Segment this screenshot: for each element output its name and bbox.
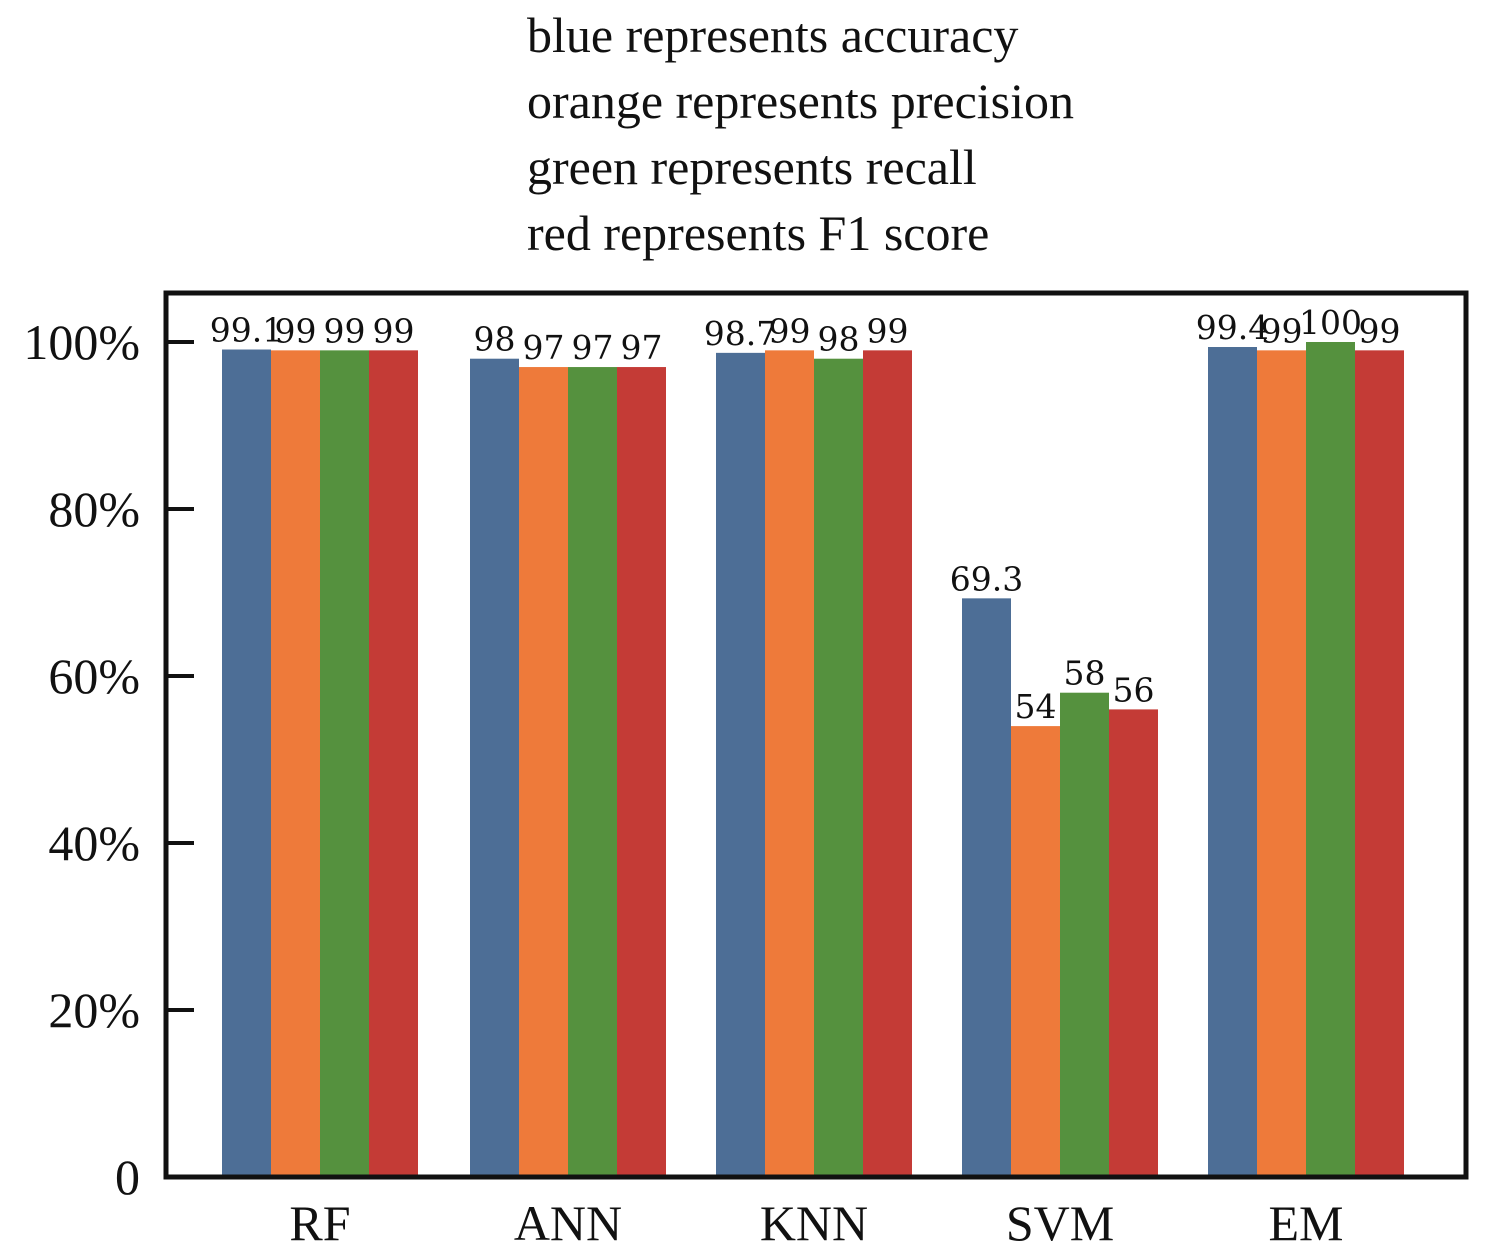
- bar: [271, 350, 320, 1178]
- y-tick-label: 20%: [48, 982, 140, 1038]
- bar: [470, 358, 519, 1177]
- bar: [1011, 726, 1060, 1177]
- legend-annotation: orange represents precision: [527, 73, 1074, 129]
- bar: [1257, 350, 1306, 1178]
- bar: [1306, 342, 1355, 1177]
- x-tick-label: ANN: [514, 1195, 622, 1251]
- bar: [1355, 350, 1404, 1178]
- bar: [617, 367, 666, 1177]
- data-label: 99: [324, 311, 366, 350]
- bar: [369, 350, 418, 1178]
- bar: [765, 350, 814, 1178]
- data-label: 99.4: [1196, 308, 1269, 347]
- legend-annotations: blue represents accuracy orange represent…: [527, 7, 1074, 261]
- x-tick-label: SVM: [1006, 1195, 1114, 1251]
- data-label: 99: [275, 311, 317, 350]
- bar: [814, 358, 863, 1177]
- data-label: 97: [621, 328, 663, 367]
- legend-annotation: green represents recall: [527, 139, 977, 195]
- bar: [320, 350, 369, 1178]
- data-label: 99: [769, 311, 811, 350]
- data-label: 99: [1359, 311, 1401, 350]
- bar: [962, 598, 1011, 1177]
- x-axis: RF ANN KNN SVM EM: [289, 1195, 1343, 1251]
- bar: [1060, 692, 1109, 1177]
- bar: [863, 350, 912, 1178]
- y-tick-label: 100%: [23, 314, 140, 370]
- data-label: 99: [867, 311, 909, 350]
- x-tick-label: EM: [1269, 1195, 1344, 1251]
- bar: [1208, 347, 1257, 1177]
- data-label: 99: [373, 311, 415, 350]
- bar: [716, 352, 765, 1178]
- bar: [222, 349, 271, 1177]
- data-label: 69.3: [950, 559, 1023, 598]
- bar: [1109, 709, 1158, 1177]
- x-tick-label: RF: [289, 1195, 350, 1251]
- data-label: 99.1: [210, 311, 283, 350]
- plot-frame: [163, 290, 1469, 1180]
- bar: [519, 367, 568, 1177]
- data-label: 56: [1113, 670, 1155, 709]
- y-tick-label: 0: [115, 1149, 140, 1205]
- bar: [568, 367, 617, 1177]
- y-tick-label: 80%: [48, 481, 140, 537]
- data-label: 98.7: [704, 314, 777, 353]
- bars: [222, 342, 1404, 1178]
- data-label: 97: [523, 328, 565, 367]
- x-tick-label: KNN: [760, 1195, 868, 1251]
- data-label: 54: [1015, 687, 1057, 726]
- data-label: 98: [818, 320, 860, 359]
- data-label: 99: [1261, 311, 1303, 350]
- data-label: 100: [1299, 303, 1362, 342]
- y-tick-label: 40%: [48, 815, 140, 871]
- legend-annotation: blue represents accuracy: [527, 7, 1018, 63]
- y-tick-label: 60%: [48, 648, 140, 704]
- data-label: 98: [474, 320, 516, 359]
- legend-annotation: red represents F1 score: [527, 205, 989, 261]
- data-label: 97: [572, 328, 614, 367]
- data-label: 58: [1064, 654, 1106, 693]
